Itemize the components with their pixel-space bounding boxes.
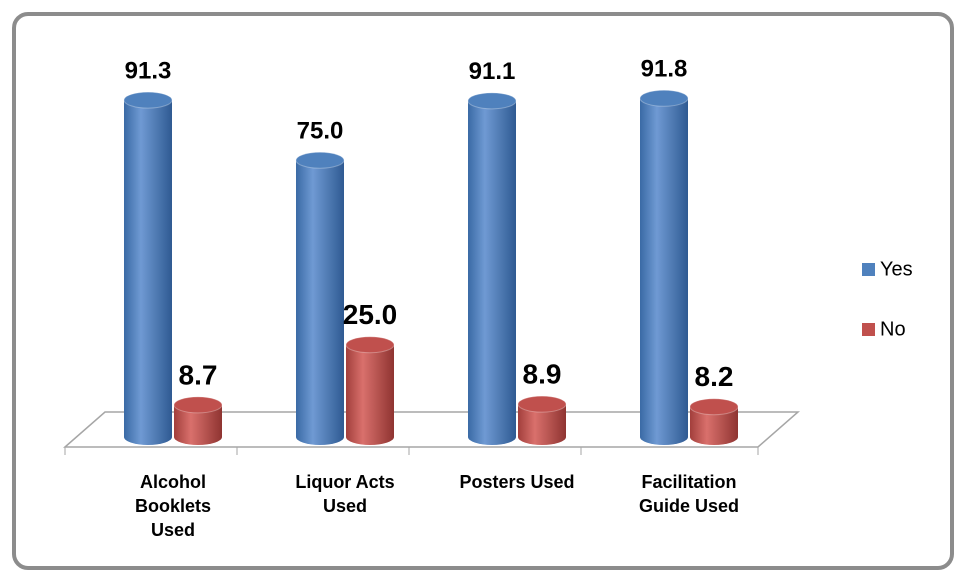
bar-body [640, 98, 688, 446]
bar-top [345, 336, 395, 354]
bar [517, 395, 567, 445]
x-tick-label: Facilitation Guide Used [638, 472, 740, 516]
bar-top [639, 89, 689, 107]
data-label: 8.2 [695, 361, 734, 392]
data-label: 91.3 [125, 57, 172, 84]
bar-top [173, 396, 223, 414]
bar [295, 151, 345, 445]
bar-top [295, 151, 345, 169]
bar-body [468, 100, 516, 445]
data-label: 75.0 [297, 118, 344, 145]
bar [123, 91, 173, 445]
bar [345, 336, 395, 445]
bar-body [174, 404, 222, 445]
legend-swatch [862, 323, 875, 336]
bar-body [346, 344, 394, 445]
data-label: 25.0 [343, 299, 398, 330]
x-tick-label: Liquor Acts Used [295, 472, 395, 516]
bar-top [689, 398, 739, 416]
x-tick-label: Alcohol Booklets Used [134, 472, 212, 540]
bar [467, 92, 517, 445]
bar [173, 396, 223, 445]
bar-top [467, 92, 517, 110]
data-label: 91.1 [469, 58, 516, 85]
bar-top [123, 91, 173, 109]
bar-top [517, 395, 567, 413]
bar-body [124, 100, 172, 445]
data-label: 8.7 [179, 359, 218, 390]
legend-swatch [862, 263, 875, 276]
bar-body [518, 404, 566, 445]
legend-label: Yes [880, 258, 913, 280]
legend-label: No [880, 318, 906, 340]
floor [63, 411, 800, 448]
bar [639, 89, 689, 446]
bar [689, 398, 739, 445]
data-label: 8.9 [523, 359, 562, 390]
bar-body [296, 160, 344, 445]
bar-body [690, 406, 738, 445]
data-label: 91.8 [641, 56, 688, 83]
x-tick-label: Posters Used [459, 472, 575, 492]
